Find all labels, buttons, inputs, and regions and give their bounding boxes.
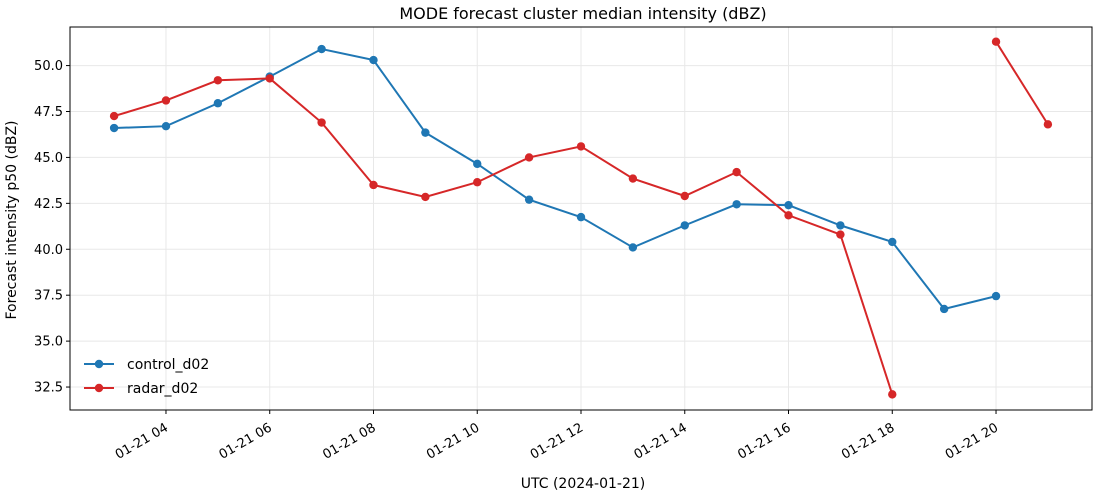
data-point (576, 142, 586, 151)
data-point (317, 118, 326, 127)
data-point (991, 37, 1001, 46)
x-tick-label: 01-21 06 (217, 420, 275, 462)
data-point (628, 243, 638, 252)
x-tick-label: 01-21 16 (735, 420, 793, 462)
data-point (524, 153, 534, 162)
x-tick-label: 01-21 08 (320, 420, 378, 462)
data-point (1043, 120, 1053, 129)
data-point (161, 121, 171, 131)
data-point (369, 55, 378, 65)
series-layer (109, 37, 1053, 399)
data-point (784, 211, 793, 220)
series-line (113, 77, 894, 395)
data-point (473, 159, 482, 169)
y-tick-label: 50.0 (34, 59, 63, 74)
data-point (161, 96, 171, 105)
data-point (680, 191, 689, 201)
x-axis-label: UTC (2024-01-21) (521, 476, 646, 492)
data-point (109, 111, 119, 121)
y-tick-label: 40.0 (34, 243, 63, 258)
x-tick-label: 01-21 18 (839, 420, 897, 462)
legend-label: radar_d02 (127, 381, 198, 397)
series-radar_d02 (109, 37, 1053, 399)
data-point (888, 237, 897, 247)
y-tick-label: 47.5 (34, 105, 63, 120)
chart-title: MODE forecast cluster median intensity (… (399, 4, 766, 23)
data-point (680, 221, 689, 230)
y-tick-label: 42.5 (34, 197, 63, 212)
data-point (369, 180, 378, 190)
data-point (473, 178, 482, 187)
series-line (114, 47, 997, 311)
y-tick-label: 32.5 (34, 381, 63, 396)
data-point (732, 167, 741, 177)
legend-label: control_d02 (127, 357, 209, 373)
y-tick-label: 45.0 (34, 151, 63, 166)
data-point (576, 212, 586, 222)
y-axis-label: Forecast intensity p50 (dBZ) (4, 121, 20, 320)
y-tick-label: 37.5 (34, 289, 63, 304)
y-tick-label: 35.0 (34, 335, 63, 350)
legend-marker (94, 359, 104, 369)
data-point (888, 390, 897, 399)
data-point (317, 44, 326, 54)
data-point (836, 230, 845, 239)
data-point (628, 174, 638, 183)
data-point (213, 76, 223, 85)
legend-item: control_d02 (84, 357, 209, 373)
legend-item: radar_d02 (84, 381, 198, 397)
data-point (213, 99, 223, 108)
data-point (109, 123, 119, 133)
data-point (784, 200, 793, 210)
data-point (421, 192, 430, 202)
data-point (732, 200, 741, 209)
legend-marker (94, 383, 104, 393)
data-point (836, 221, 845, 230)
data-point (265, 74, 274, 83)
x-tick-label: 01-21 14 (632, 420, 690, 462)
data-point (421, 128, 430, 137)
legend: control_d02 radar_d02 (84, 357, 209, 397)
data-point (991, 291, 1001, 301)
x-tick-label: 01-21 04 (113, 420, 171, 462)
data-point (524, 195, 534, 204)
x-tick-label: 01-21 12 (528, 420, 586, 462)
series-control_d02 (109, 44, 1001, 314)
data-point (939, 304, 949, 314)
x-tick-label: 01-21 10 (424, 420, 482, 462)
series-line (995, 41, 1049, 125)
x-tick-label: 01-21 20 (943, 420, 1001, 462)
